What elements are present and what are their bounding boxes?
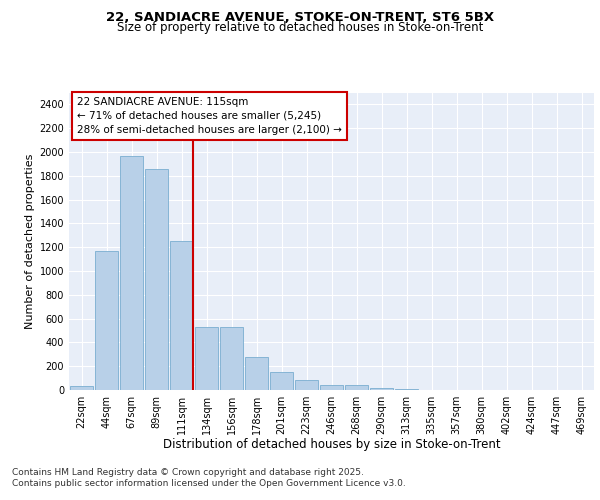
Bar (120, 156, 143, 390)
Text: 22 SANDIACRE AVENUE: 115sqm
← 71% of detached houses are smaller (5,245)
28% of : 22 SANDIACRE AVENUE: 115sqm ← 71% of det… (77, 97, 342, 135)
Bar (320, 384, 343, 390)
Y-axis label: Number of detached properties: Number of detached properties (25, 154, 35, 329)
Bar (95, 251, 118, 390)
Text: Size of property relative to detached houses in Stoke-on-Trent: Size of property relative to detached ho… (117, 21, 483, 34)
Bar (170, 242, 193, 390)
Bar (195, 327, 218, 390)
Bar (220, 327, 243, 390)
Bar (270, 372, 293, 390)
Bar (245, 358, 268, 390)
Text: Contains public sector information licensed under the Open Government Licence v3: Contains public sector information licen… (12, 480, 406, 488)
Bar (295, 380, 318, 390)
Bar (145, 168, 168, 390)
Bar (345, 384, 368, 390)
Text: 22, SANDIACRE AVENUE, STOKE-ON-TRENT, ST6 5BX: 22, SANDIACRE AVENUE, STOKE-ON-TRENT, ST… (106, 11, 494, 24)
Bar (370, 388, 393, 390)
Text: Contains HM Land Registry data © Crown copyright and database right 2025.: Contains HM Land Registry data © Crown c… (12, 468, 364, 477)
X-axis label: Distribution of detached houses by size in Stoke-on-Trent: Distribution of detached houses by size … (163, 438, 500, 452)
Bar (70, 386, 93, 390)
